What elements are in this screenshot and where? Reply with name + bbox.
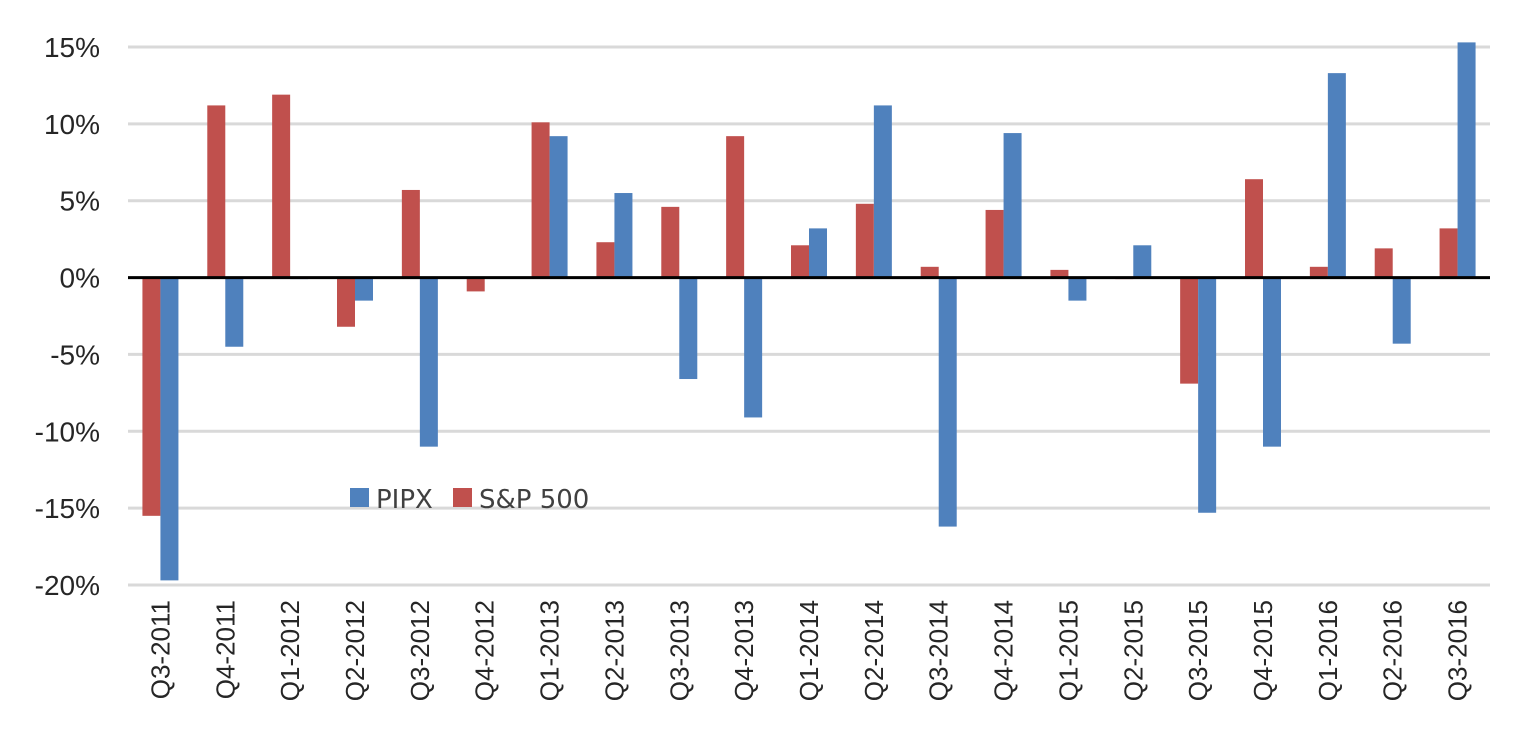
bar-pipx-q2-2014 <box>873 105 892 278</box>
x-tick-label: Q2-2014 <box>859 600 889 701</box>
x-tick-label: Q1-2014 <box>794 600 824 701</box>
x-tick-label: Q3-2012 <box>405 600 435 701</box>
bar-pipx-q2-2015 <box>1133 245 1152 278</box>
bar-sp500-q1-2013 <box>531 122 550 278</box>
x-tick-label: Q4-2014 <box>989 600 1019 701</box>
x-tick-label: Q2-2015 <box>1118 600 1148 701</box>
x-tick-label: Q3-2015 <box>1183 600 1213 701</box>
bar-pipx-q3-2012 <box>419 277 438 447</box>
bar-sp500-q3-2011 <box>142 277 161 516</box>
bar-sp500-q4-2012 <box>466 277 485 292</box>
legend-label-pipx: PIPX <box>376 485 433 515</box>
bar-sp500-q3-2014 <box>920 266 939 278</box>
bar-pipx-q3-2016 <box>1457 42 1476 278</box>
bar-sp500-q2-2012 <box>337 277 355 327</box>
bar-sp500-q3-2016 <box>1439 228 1458 278</box>
bar-sp500-q2-2014 <box>855 203 874 278</box>
bar-pipx-q3-2015 <box>1198 277 1217 513</box>
bar-pipx-q1-2014 <box>809 228 827 278</box>
bar-pipx-q1-2016 <box>1327 73 1346 278</box>
x-tick-label: Q3-2011 <box>145 600 175 699</box>
x-tick-label: Q2-2016 <box>1378 600 1408 701</box>
bar-pipx-q1-2013 <box>549 136 568 278</box>
bar-sp500-q2-2016 <box>1374 248 1393 278</box>
gridlines <box>128 45 1490 587</box>
bar-pipx-q4-2015 <box>1263 277 1281 447</box>
bar-sp500-q1-2015 <box>1050 269 1069 278</box>
y-tick-label: 10% <box>44 109 100 140</box>
bar-sp500-q1-2014 <box>791 245 809 278</box>
bar-sp500-q3-2015 <box>1180 277 1199 384</box>
bars <box>142 42 1476 581</box>
legend-swatch-pipx <box>350 488 369 507</box>
x-tick-label: Q1-2013 <box>535 600 565 701</box>
y-tick-label: -15% <box>35 493 100 524</box>
x-tick-label: Q3-2014 <box>924 600 954 701</box>
legend-swatch-sp500 <box>453 488 472 507</box>
bar-pipx-q2-2012 <box>355 277 373 301</box>
bar-sp500-q3-2013 <box>661 206 680 278</box>
y-tick-label: 0% <box>60 263 100 294</box>
bar-sp500-q4-2014 <box>985 209 1004 278</box>
bar-pipx-q3-2011 <box>160 277 179 581</box>
x-tick-label: Q1-2016 <box>1313 600 1343 701</box>
bar-pipx-q3-2013 <box>679 277 698 380</box>
x-tick-label: Q4-2012 <box>470 600 500 701</box>
x-tick-label: Q3-2016 <box>1443 600 1473 701</box>
bar-sp500-q4-2011 <box>207 105 226 278</box>
bar-sp500-q1-2016 <box>1309 266 1328 278</box>
bar-pipx-q4-2011 <box>225 277 244 347</box>
bar-pipx-q4-2014 <box>1003 133 1022 278</box>
bar-sp500-q3-2012 <box>401 189 420 278</box>
legend: PIPX S&P 500 <box>350 485 589 515</box>
bar-sp500-q2-2013 <box>596 242 615 278</box>
x-tick-label: Q1-2015 <box>1053 600 1083 701</box>
bar-sp500-q4-2015 <box>1245 179 1263 278</box>
x-tick-label: Q4-2011 <box>210 600 240 699</box>
y-tick-label: 15% <box>44 32 100 63</box>
x-tick-label: Q4-2015 <box>1248 600 1278 701</box>
x-tick-label: Q1-2012 <box>275 600 305 701</box>
bar-pipx-q2-2016 <box>1392 277 1411 344</box>
x-tick-label: Q3-2013 <box>664 600 694 701</box>
x-tick-label: Q2-2013 <box>599 600 629 701</box>
legend-label-sp500: S&P 500 <box>479 485 589 515</box>
y-tick-label: 5% <box>60 186 100 217</box>
y-tick-label: -20% <box>35 570 100 601</box>
bar-sp500-q4-2013 <box>726 136 745 278</box>
x-axis-tick-labels: Q3-2011 Q4-2011 Q1-2012 Q2-2012 Q3-2012 Q4-20… <box>145 600 1472 701</box>
bar-pipx-q1-2015 <box>1068 277 1087 301</box>
bar-pipx-q3-2014 <box>938 277 957 527</box>
bar-pipx-q2-2013 <box>614 193 633 278</box>
y-axis-tick-labels: 15% 10% 5% 0% -5% -10% -15% -20% <box>35 32 100 601</box>
y-tick-label: -10% <box>35 416 100 447</box>
bar-pipx-q4-2013 <box>744 277 763 418</box>
x-tick-label: Q2-2012 <box>340 600 370 701</box>
x-tick-label: Q4-2013 <box>729 600 759 701</box>
bar-sp500-q1-2012 <box>272 94 291 278</box>
y-tick-label: -5% <box>50 339 100 370</box>
